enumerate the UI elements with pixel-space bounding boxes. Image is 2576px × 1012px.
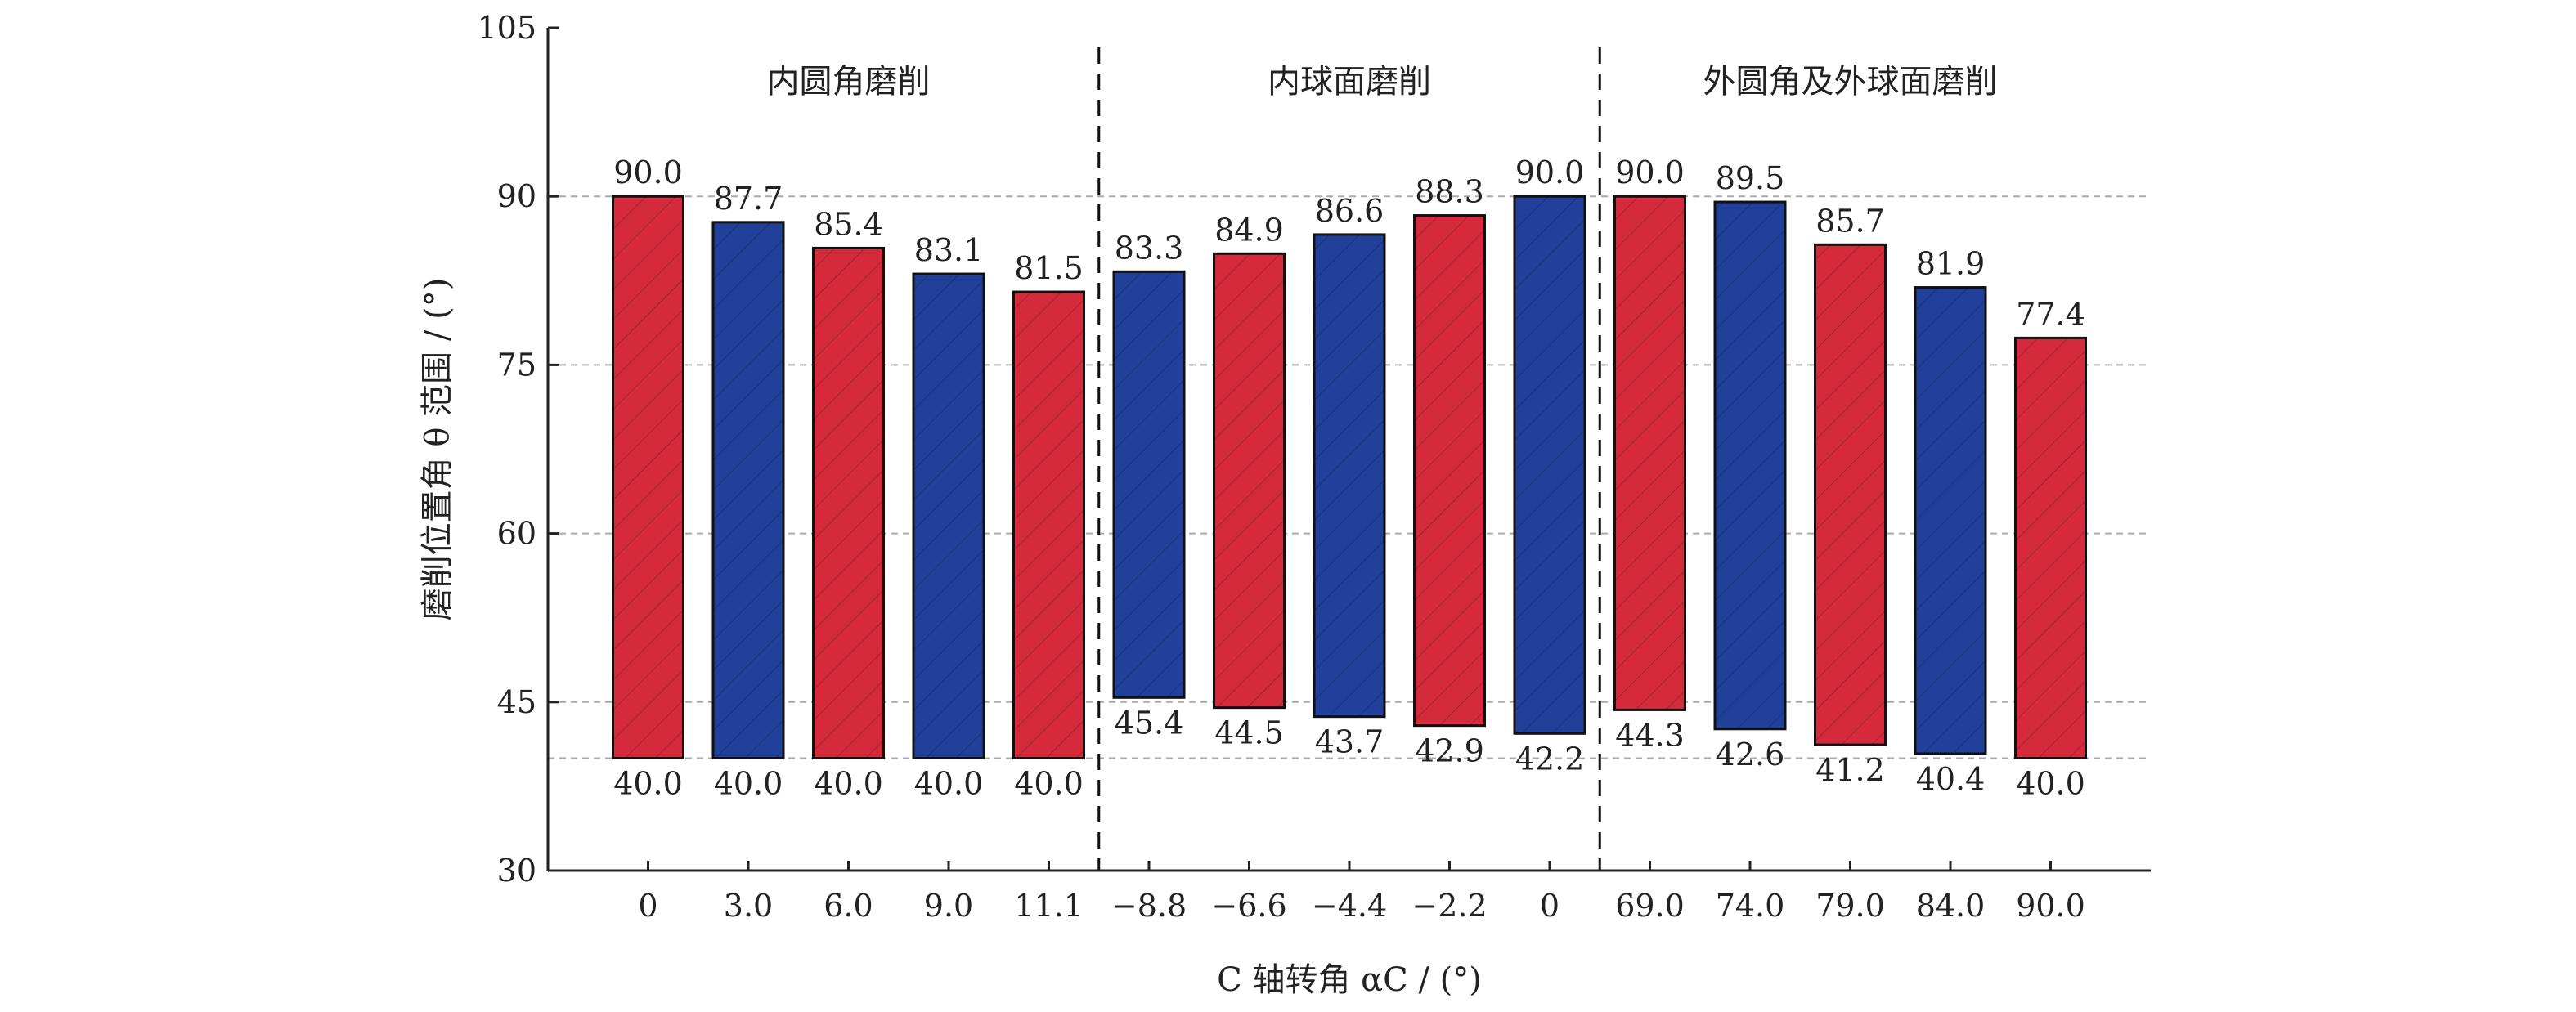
bar-hatch — [1815, 244, 1886, 746]
high-value-label: 83.3 — [1115, 230, 1184, 266]
high-value-label: 87.7 — [714, 181, 783, 217]
low-value-label: 41.2 — [1815, 752, 1885, 788]
high-value-label: 77.4 — [2016, 296, 2085, 332]
bar-hatch — [713, 222, 783, 759]
group-separators — [1097, 47, 1601, 871]
labels: 30 45 60 75 90 105 0 90.0 40.0 3.0 87.7 40.0 6.0 85.4… — [477, 10, 2085, 924]
x-tick-label: 6.0 — [824, 888, 873, 924]
low-value-label: 45.4 — [1115, 705, 1184, 741]
x-axis-title: C 轴转角 αC / (°) — [1217, 961, 1482, 999]
group-label: 内球面磨削 — [1268, 63, 1431, 101]
high-value-label: 86.6 — [1315, 193, 1384, 229]
y-tick-label: 60 — [497, 516, 536, 552]
high-value-label: 90.0 — [1515, 154, 1585, 190]
y-tick-label: 90 — [497, 178, 536, 214]
bar-hatch — [1915, 287, 1986, 755]
low-value-label: 44.3 — [1615, 717, 1685, 753]
bar-hatch — [1013, 292, 1084, 759]
x-tick-label: 84.0 — [1916, 888, 1986, 924]
x-tick-label: 0 — [638, 888, 657, 924]
high-value-label: 83.1 — [914, 232, 984, 268]
high-value-label: 84.9 — [1214, 212, 1284, 248]
bar-hatch — [2015, 338, 2086, 759]
bar-hatch — [1414, 215, 1485, 726]
high-value-label: 90.0 — [613, 154, 683, 190]
group-label: 外圆角及外球面磨削 — [1703, 63, 1998, 101]
low-value-label: 40.0 — [914, 766, 984, 802]
y-tick-label: 75 — [497, 347, 536, 383]
low-value-label: 40.0 — [2016, 766, 2085, 802]
high-value-label: 85.4 — [814, 206, 883, 242]
low-value-label: 44.5 — [1214, 715, 1284, 751]
x-tick-label: −6.6 — [1211, 888, 1286, 924]
group-label: 内圆角磨削 — [767, 63, 931, 101]
high-value-label: 88.3 — [1415, 174, 1484, 210]
bar-hatch — [1614, 196, 1685, 710]
low-value-label: 40.4 — [1916, 761, 1986, 797]
x-tick-label: 79.0 — [1815, 888, 1885, 924]
low-value-label: 40.0 — [714, 766, 783, 802]
bar-hatch — [1515, 196, 1585, 734]
bar-hatch — [913, 274, 984, 759]
x-tick-label: −4.4 — [1312, 888, 1387, 924]
high-value-label: 85.7 — [1815, 203, 1885, 239]
x-tick-label: 11.1 — [1014, 888, 1084, 924]
x-tick-label: 0 — [1540, 888, 1560, 924]
high-value-label: 81.9 — [1916, 246, 1986, 282]
bar-hatch — [1715, 202, 1785, 729]
bar-hatch — [813, 248, 884, 759]
x-tick-label: 3.0 — [724, 888, 773, 924]
low-value-label: 40.0 — [613, 766, 683, 802]
low-value-label: 40.0 — [1014, 766, 1084, 802]
low-value-label: 43.7 — [1315, 724, 1384, 760]
low-value-label: 42.2 — [1515, 741, 1585, 777]
x-tick-label: −8.8 — [1111, 888, 1187, 924]
high-value-label: 81.5 — [1014, 250, 1084, 286]
x-tick-label: 69.0 — [1615, 888, 1685, 924]
bar-hatch — [1214, 253, 1285, 708]
bar-hatch — [613, 196, 684, 759]
low-value-label: 42.9 — [1415, 733, 1484, 769]
x-tick-label: 9.0 — [924, 888, 973, 924]
x-tick-label: 90.0 — [2016, 888, 2085, 924]
x-tick-label: 74.0 — [1716, 888, 1785, 924]
y-tick-label: 105 — [477, 10, 536, 46]
y-axis-title: 磨削位置角 θ 范围 / (°) — [419, 278, 456, 621]
high-value-label: 90.0 — [1615, 154, 1685, 190]
high-value-label: 89.5 — [1716, 160, 1785, 196]
y-tick-label: 30 — [497, 853, 536, 889]
bars — [612, 195, 2087, 760]
bar-hatch — [1314, 234, 1384, 717]
low-value-label: 42.6 — [1716, 737, 1785, 772]
low-value-label: 40.0 — [814, 766, 883, 802]
y-tick-label: 45 — [497, 684, 536, 720]
x-tick-label: −2.2 — [1411, 888, 1487, 924]
bar-hatch — [1114, 271, 1184, 698]
